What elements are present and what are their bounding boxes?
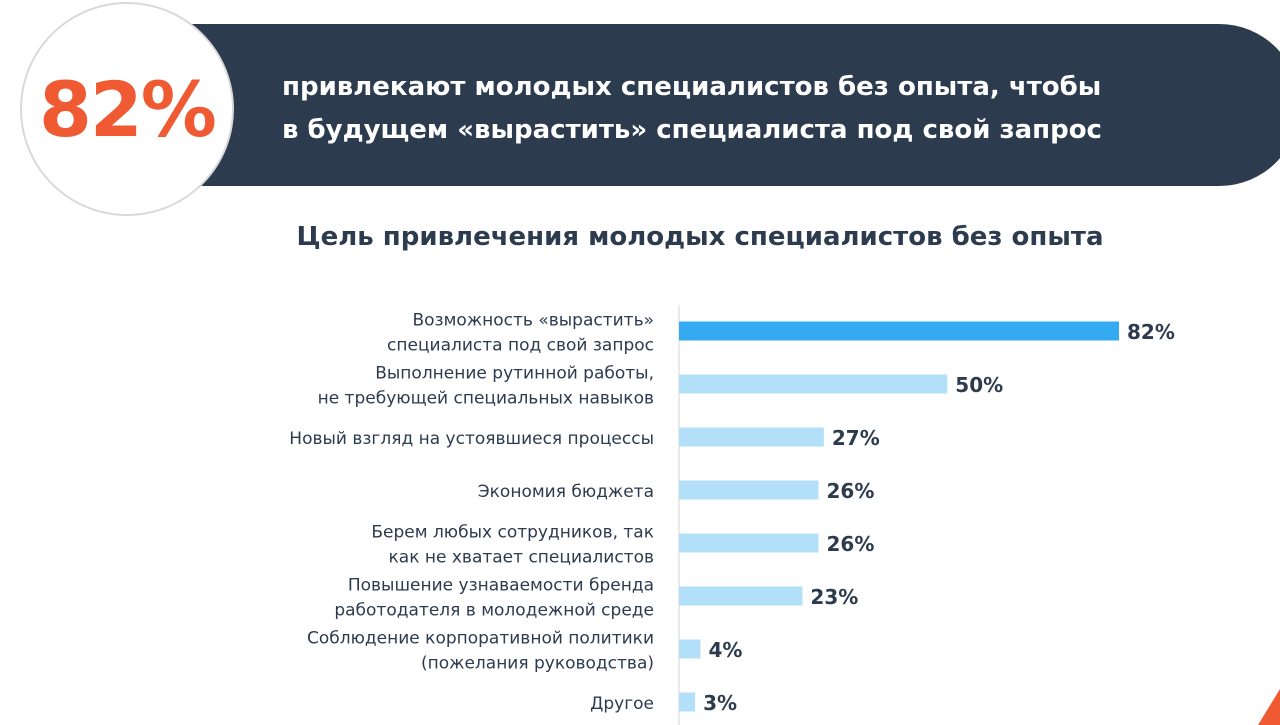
- value-label: 27%: [832, 426, 880, 450]
- value-label: 50%: [955, 373, 1003, 397]
- category-label: Возможность «вырастить»: [412, 311, 654, 331]
- category-label: работодателя в молодежной среде: [334, 601, 654, 621]
- category-label: не требующей специальных навыков: [318, 389, 654, 409]
- headline-circle: [20, 2, 234, 216]
- headline-banner: [120, 24, 1280, 186]
- value-label: 23%: [810, 585, 858, 609]
- value-label: 82%: [1127, 320, 1175, 344]
- category-label: Экономия бюджета: [478, 482, 654, 502]
- value-label: 3%: [703, 691, 737, 715]
- headline-line-1: привлекают молодых специалистов без опыт…: [282, 72, 1102, 102]
- category-label: Берем любых сотрудников, так: [371, 523, 654, 543]
- value-label: 26%: [827, 479, 875, 503]
- bar: [679, 639, 701, 659]
- bar: [679, 427, 824, 447]
- headline-percent: 82%: [39, 64, 217, 154]
- category-label: Новый взгляд на устоявшиеся процессы: [289, 429, 654, 449]
- bar: [679, 480, 819, 500]
- value-label: 4%: [708, 638, 742, 662]
- value-label: 26%: [827, 532, 875, 556]
- bar: [679, 374, 948, 394]
- bar: [679, 692, 696, 712]
- headline-text: привлекают молодых специалистов без опыт…: [282, 66, 1212, 152]
- category-label: как не хватает специалистов: [389, 548, 654, 568]
- category-label: (пожелания руководства): [421, 654, 654, 674]
- bar: [679, 586, 803, 606]
- category-label: специалиста под свой запрос: [387, 336, 654, 356]
- chart-title: Цель привлечения молодых специалистов бе…: [296, 222, 1104, 252]
- bar: [679, 321, 1119, 341]
- corner-decoration: [1258, 689, 1280, 725]
- category-label: Соблюдение корпоративной политики: [307, 629, 654, 649]
- headline-line-2: в будущем «вырастить» специалиста под св…: [282, 115, 1102, 145]
- category-label: Выполнение рутинной работы,: [375, 364, 654, 384]
- bar: [679, 533, 819, 553]
- category-label: Другое: [590, 694, 654, 714]
- category-label: Повышение узнаваемости бренда: [348, 576, 654, 596]
